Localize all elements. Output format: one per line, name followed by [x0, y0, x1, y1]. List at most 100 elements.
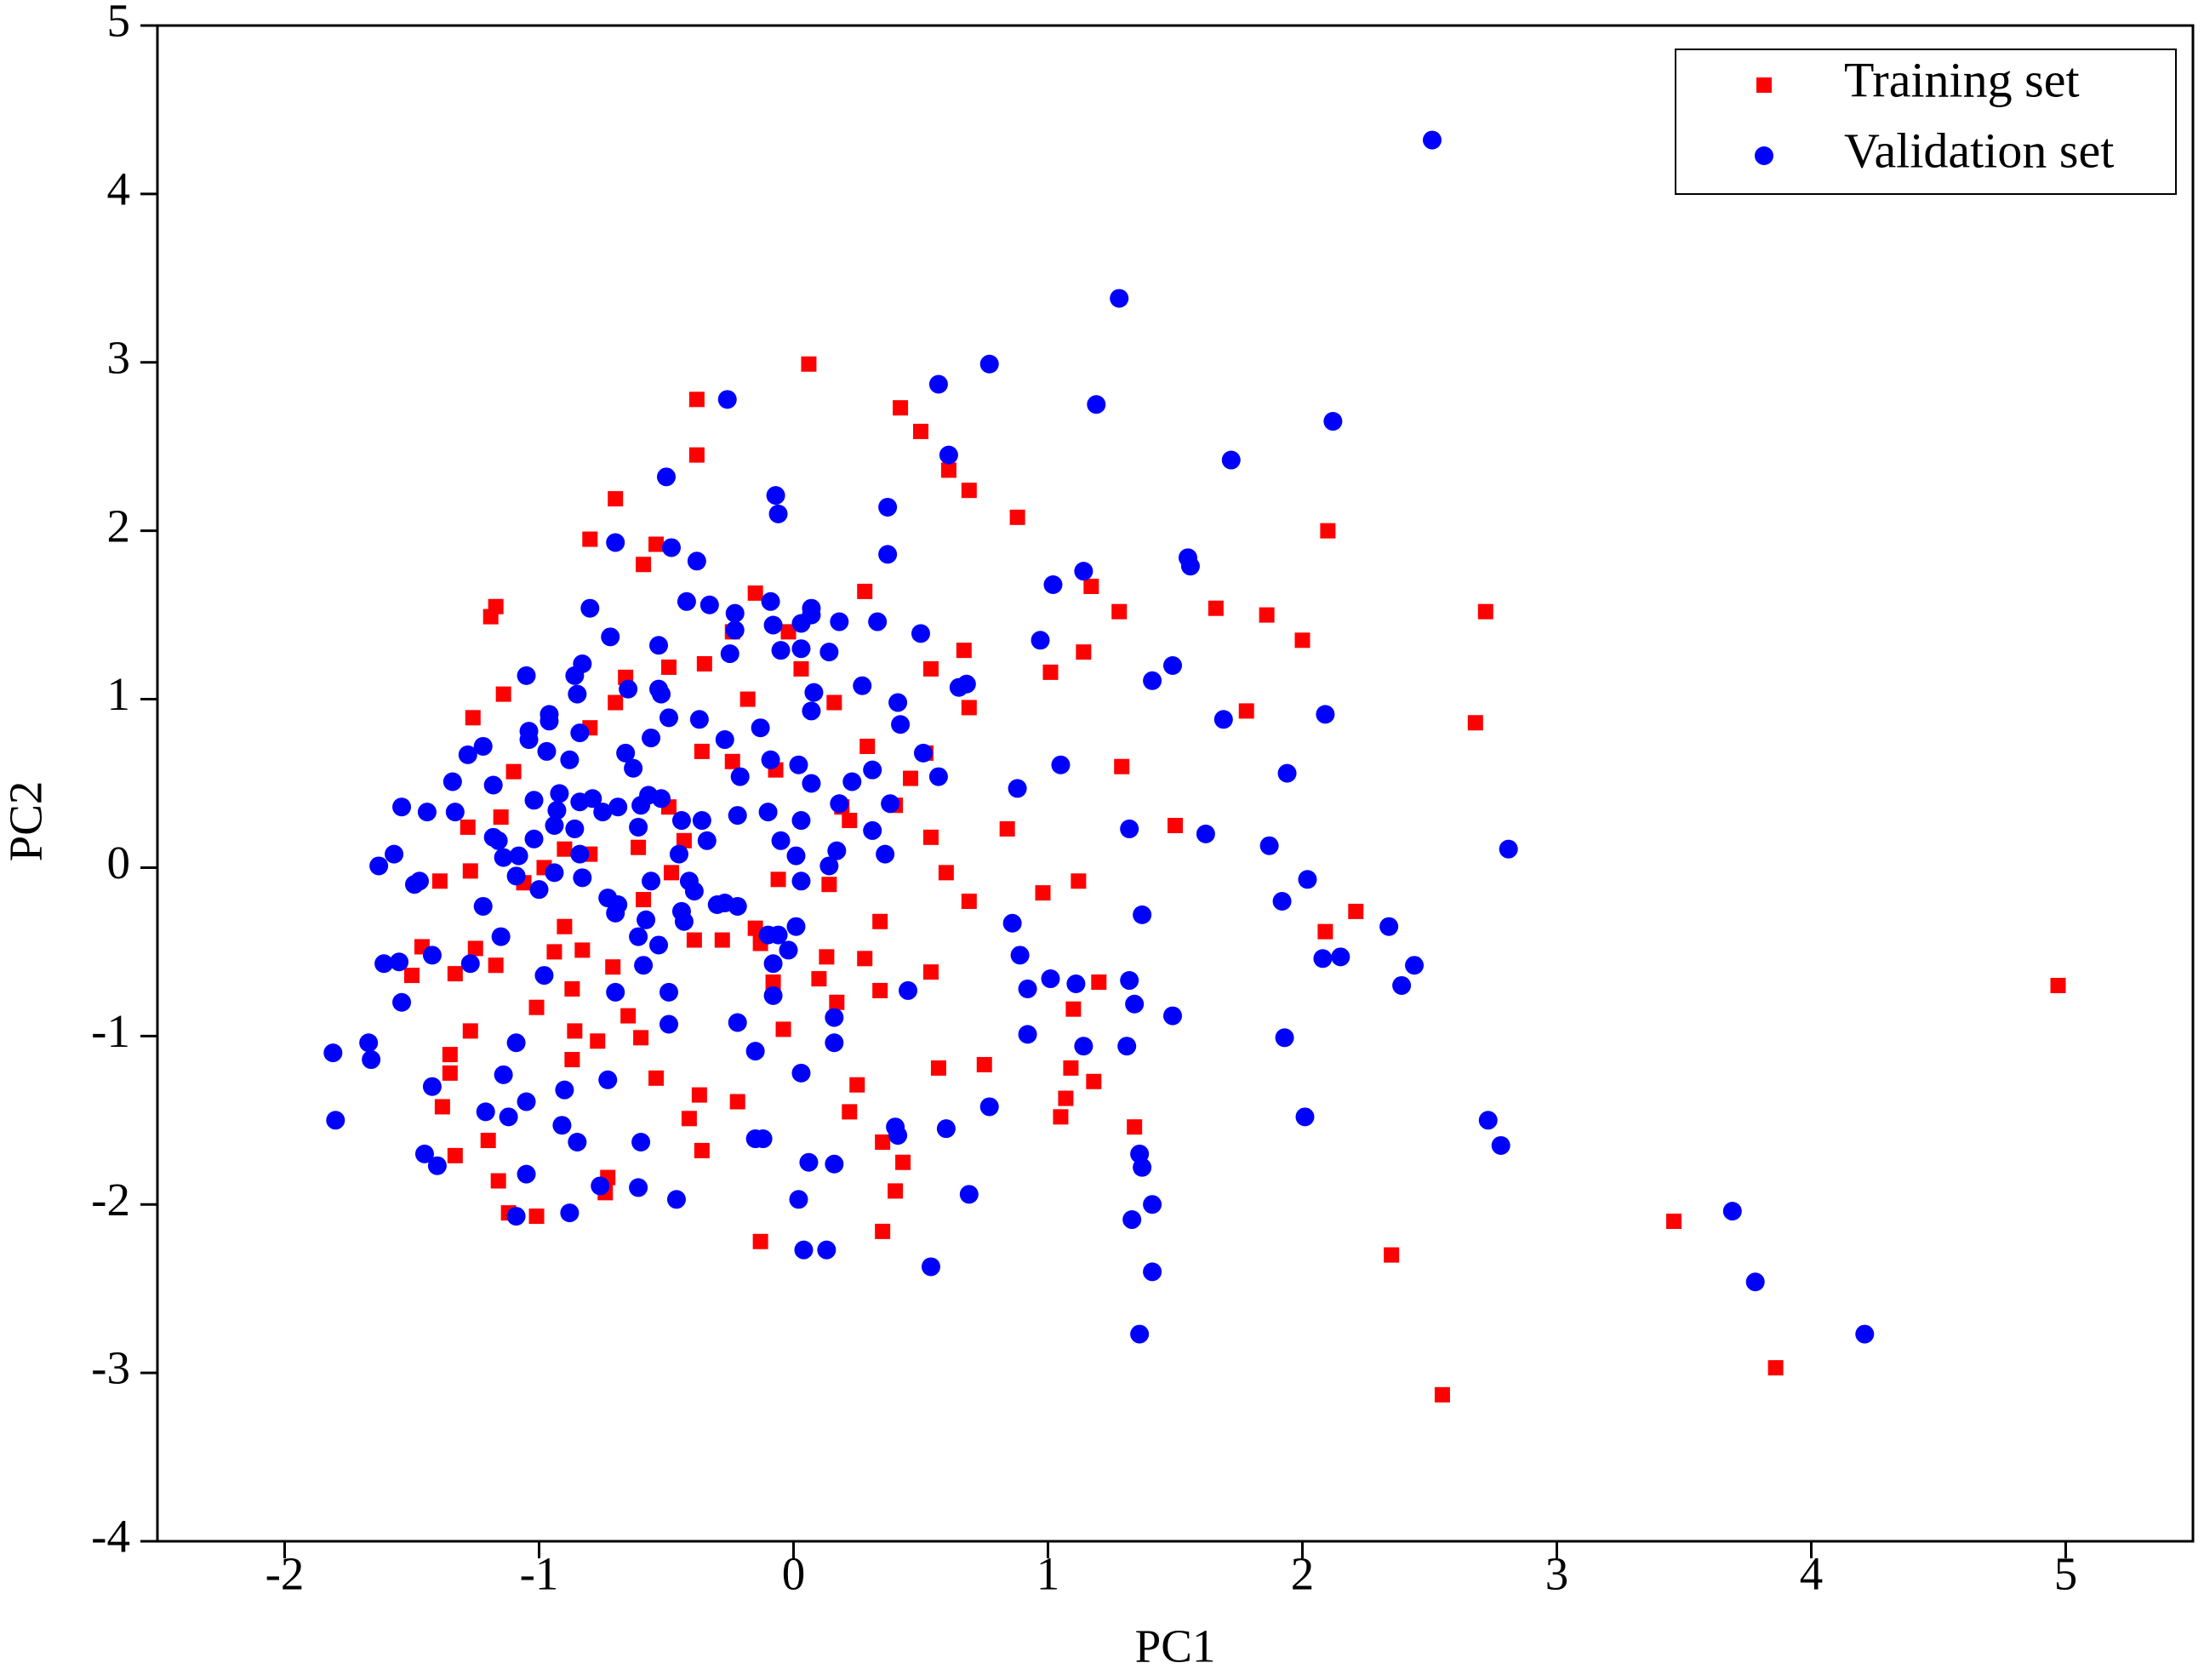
- data-point: [648, 1070, 665, 1086]
- data-point: [620, 1008, 637, 1024]
- y-tick-label: -4: [91, 1511, 130, 1563]
- data-point: [825, 1008, 844, 1027]
- data-point: [1208, 600, 1224, 616]
- data-point: [1277, 763, 1297, 783]
- data-point: [863, 760, 882, 780]
- legend-marker: [1755, 146, 1773, 165]
- data-point: [802, 701, 821, 721]
- data-point: [1666, 1214, 1682, 1230]
- data-point: [780, 624, 797, 640]
- data-point: [677, 591, 696, 611]
- data-point: [537, 741, 557, 761]
- x-tick-label: 3: [1545, 1548, 1569, 1600]
- y-tick-label: 3: [107, 331, 131, 383]
- y-tick-label: -1: [91, 1005, 130, 1057]
- data-point: [857, 951, 873, 967]
- data-point: [1163, 1006, 1183, 1026]
- data-point: [771, 641, 791, 660]
- data-point: [1180, 557, 1200, 576]
- data-point: [392, 992, 412, 1012]
- data-point: [763, 986, 783, 1005]
- data-point: [1083, 578, 1099, 594]
- data-point: [849, 1077, 865, 1093]
- data-point: [830, 612, 849, 631]
- data-point: [1422, 130, 1442, 150]
- plot-marks: [323, 130, 2066, 1403]
- data-point: [1086, 1073, 1102, 1089]
- data-point: [1002, 913, 1022, 933]
- data-point: [1120, 819, 1139, 838]
- data-point: [979, 1097, 999, 1117]
- data-point: [409, 871, 429, 891]
- data-point: [899, 980, 918, 1000]
- data-point: [434, 1099, 450, 1115]
- data-point: [483, 775, 503, 795]
- data-point: [545, 863, 564, 883]
- data-point: [649, 679, 669, 699]
- data-point: [802, 774, 821, 793]
- data-point: [671, 811, 691, 831]
- data-point: [888, 693, 908, 712]
- data-point: [1058, 1090, 1074, 1106]
- data-point: [696, 655, 712, 671]
- data-point: [606, 533, 625, 552]
- data-point: [961, 483, 977, 499]
- data-point: [524, 791, 544, 810]
- data-point: [636, 892, 652, 908]
- data-point: [694, 743, 710, 759]
- data-point: [728, 806, 747, 826]
- data-point: [753, 1129, 773, 1149]
- data-point: [1163, 655, 1183, 675]
- data-point: [801, 356, 817, 372]
- data-point: [1331, 947, 1350, 967]
- data-point: [567, 1023, 583, 1039]
- data-point: [684, 882, 704, 901]
- data-point: [888, 1183, 904, 1199]
- data-point: [494, 1065, 513, 1084]
- data-point: [545, 815, 564, 835]
- data-point: [758, 803, 778, 822]
- data-point: [443, 772, 462, 791]
- data-point: [939, 445, 958, 465]
- legend: Training set Validation set: [1675, 49, 2177, 195]
- y-tick-label: 0: [107, 837, 131, 889]
- data-point: [574, 942, 591, 958]
- data-point: [616, 743, 636, 763]
- data-point: [1316, 705, 1335, 724]
- data-point: [771, 831, 791, 850]
- data-point: [692, 811, 711, 831]
- data-point: [1259, 836, 1279, 855]
- data-point: [1294, 632, 1310, 649]
- data-point: [642, 871, 661, 891]
- data-point: [895, 1154, 911, 1170]
- data-point: [666, 1190, 686, 1209]
- data-point: [1143, 671, 1162, 690]
- data-point: [529, 880, 549, 900]
- data-point: [606, 903, 625, 923]
- data-point: [2050, 977, 2066, 993]
- data-point: [598, 889, 618, 908]
- data-point: [765, 974, 781, 991]
- data-point: [431, 873, 448, 889]
- data-point: [1384, 1247, 1400, 1263]
- data-point: [728, 1013, 747, 1032]
- data-point: [876, 844, 895, 864]
- data-point: [1009, 509, 1025, 525]
- data-point: [826, 694, 842, 711]
- data-point: [1035, 885, 1051, 901]
- data-point: [775, 1021, 791, 1037]
- data-point: [999, 820, 1015, 837]
- data-point: [1051, 755, 1071, 774]
- legend-label: Validation set: [1844, 123, 2114, 178]
- data-point: [467, 940, 483, 957]
- data-point: [593, 803, 613, 822]
- data-point: [493, 809, 509, 826]
- legend-label: Training set: [1844, 52, 2080, 107]
- data-point: [1168, 817, 1183, 833]
- data-point: [1478, 1111, 1498, 1130]
- data-point: [1275, 1028, 1294, 1048]
- y-axis-label: PC2: [0, 781, 52, 862]
- data-point: [930, 1060, 946, 1076]
- data-point: [570, 723, 590, 743]
- data-point: [761, 591, 780, 611]
